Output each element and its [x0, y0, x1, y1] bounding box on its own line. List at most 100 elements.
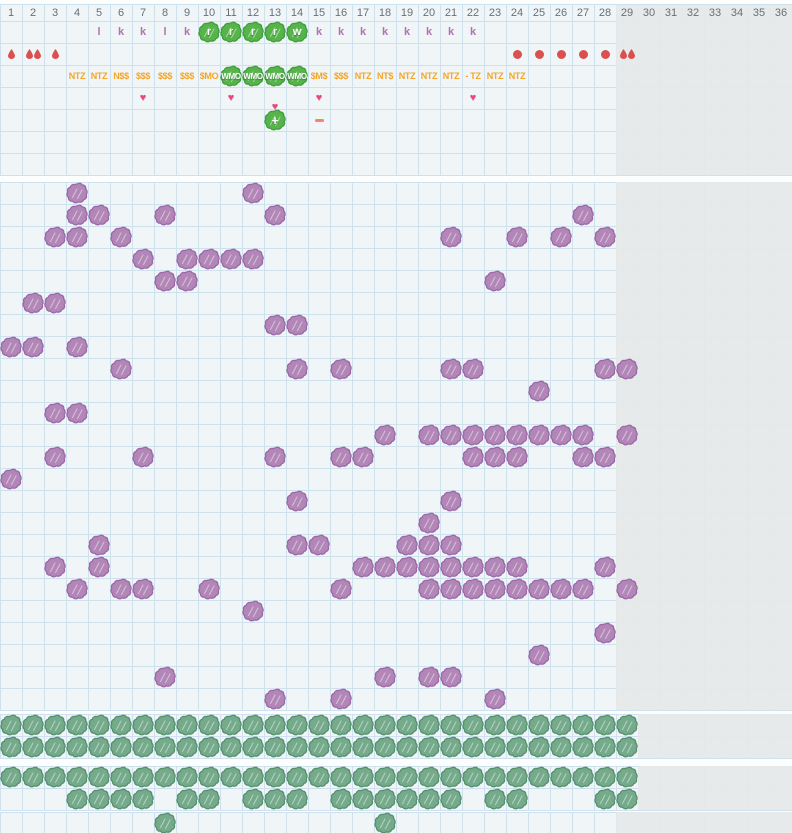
- plant-blob[interactable]: [418, 714, 440, 736]
- plant-blob[interactable]: [484, 766, 506, 788]
- field-blob[interactable]: [44, 446, 66, 468]
- field-blob[interactable]: [242, 182, 264, 204]
- plant-blob[interactable]: [550, 714, 572, 736]
- plant-blob[interactable]: [154, 812, 176, 833]
- field-blob[interactable]: [572, 424, 594, 446]
- field-blob[interactable]: [154, 666, 176, 688]
- plant-blob[interactable]: [110, 736, 132, 758]
- plant-blob[interactable]: [462, 714, 484, 736]
- plant-blob[interactable]: [396, 788, 418, 810]
- field-blob[interactable]: [264, 446, 286, 468]
- plant-blob[interactable]: [198, 736, 220, 758]
- plant-blob[interactable]: [572, 766, 594, 788]
- plant-blob[interactable]: [132, 736, 154, 758]
- plant-blob[interactable]: [242, 788, 264, 810]
- field-blob[interactable]: [242, 248, 264, 270]
- field-blob[interactable]: [418, 512, 440, 534]
- green-marker-cell[interactable]: r: [242, 21, 264, 43]
- plant-blob[interactable]: [264, 788, 286, 810]
- plant-blob[interactable]: [286, 788, 308, 810]
- field-blob[interactable]: [132, 578, 154, 600]
- field-blob[interactable]: [594, 556, 616, 578]
- plant-blob[interactable]: [352, 714, 374, 736]
- field-blob[interactable]: [484, 688, 506, 710]
- plant-blob[interactable]: [506, 788, 528, 810]
- field-blob[interactable]: [44, 226, 66, 248]
- field-blob[interactable]: [352, 446, 374, 468]
- plant-blob[interactable]: [0, 766, 22, 788]
- plant-blob[interactable]: [132, 766, 154, 788]
- plant-blob[interactable]: [110, 766, 132, 788]
- field-blob[interactable]: [66, 336, 88, 358]
- field-blob[interactable]: [88, 204, 110, 226]
- plant-blob[interactable]: [594, 714, 616, 736]
- plant-blob[interactable]: [374, 736, 396, 758]
- field-blob[interactable]: [198, 578, 220, 600]
- plant-blob[interactable]: [550, 766, 572, 788]
- field-blob[interactable]: [264, 688, 286, 710]
- plant-blob[interactable]: [132, 714, 154, 736]
- plant-blob[interactable]: [66, 736, 88, 758]
- field-blob[interactable]: [572, 204, 594, 226]
- plant-blob[interactable]: [242, 766, 264, 788]
- field-blob[interactable]: [462, 358, 484, 380]
- field-blob[interactable]: [440, 358, 462, 380]
- field-blob[interactable]: [176, 248, 198, 270]
- field-blob[interactable]: [286, 314, 308, 336]
- field-blob[interactable]: [528, 644, 550, 666]
- field-blob[interactable]: [22, 292, 44, 314]
- plant-blob[interactable]: [154, 766, 176, 788]
- plant-blob[interactable]: [88, 736, 110, 758]
- field-blob[interactable]: [528, 424, 550, 446]
- field-blob[interactable]: [330, 446, 352, 468]
- field-blob[interactable]: [330, 688, 352, 710]
- plant-blob[interactable]: [66, 714, 88, 736]
- field-blob[interactable]: [418, 666, 440, 688]
- field-blob[interactable]: [440, 666, 462, 688]
- plant-blob[interactable]: [484, 788, 506, 810]
- field-blob[interactable]: [440, 556, 462, 578]
- field-blob[interactable]: [374, 424, 396, 446]
- field-blob[interactable]: [462, 446, 484, 468]
- plant-blob[interactable]: [594, 788, 616, 810]
- plant-blob[interactable]: [132, 788, 154, 810]
- field-blob[interactable]: [220, 248, 242, 270]
- field-blob[interactable]: [242, 600, 264, 622]
- plant-blob[interactable]: [506, 766, 528, 788]
- plant-blob[interactable]: [22, 714, 44, 736]
- plant-blob[interactable]: [506, 714, 528, 736]
- plant-blob[interactable]: [220, 736, 242, 758]
- field-blob[interactable]: [44, 402, 66, 424]
- field-blob[interactable]: [550, 424, 572, 446]
- plant-blob[interactable]: [616, 714, 638, 736]
- plant-blob[interactable]: [528, 714, 550, 736]
- field-blob[interactable]: [0, 336, 22, 358]
- plant-blob[interactable]: [550, 736, 572, 758]
- plant-blob[interactable]: [484, 736, 506, 758]
- remove-action-cell[interactable]: [308, 109, 330, 131]
- plant-blob[interactable]: [242, 714, 264, 736]
- green-code-cell[interactable]: WMO: [264, 65, 286, 87]
- field-blob[interactable]: [572, 578, 594, 600]
- plant-blob[interactable]: [374, 812, 396, 833]
- field-blob[interactable]: [352, 556, 374, 578]
- plant-blob[interactable]: [264, 736, 286, 758]
- plant-blob[interactable]: [88, 766, 110, 788]
- plant-blob[interactable]: [44, 766, 66, 788]
- plant-blob[interactable]: [0, 714, 22, 736]
- field-blob[interactable]: [154, 204, 176, 226]
- field-blob[interactable]: [110, 358, 132, 380]
- plant-blob[interactable]: [594, 736, 616, 758]
- field-blob[interactable]: [484, 556, 506, 578]
- field-blob[interactable]: [374, 666, 396, 688]
- plant-blob[interactable]: [374, 766, 396, 788]
- plant-blob[interactable]: [572, 736, 594, 758]
- plant-blob[interactable]: [462, 736, 484, 758]
- field-blob[interactable]: [110, 226, 132, 248]
- field-blob[interactable]: [506, 226, 528, 248]
- field-blob[interactable]: [528, 380, 550, 402]
- plant-blob[interactable]: [616, 736, 638, 758]
- plant-blob[interactable]: [198, 788, 220, 810]
- plant-blob[interactable]: [396, 714, 418, 736]
- plant-blob[interactable]: [286, 714, 308, 736]
